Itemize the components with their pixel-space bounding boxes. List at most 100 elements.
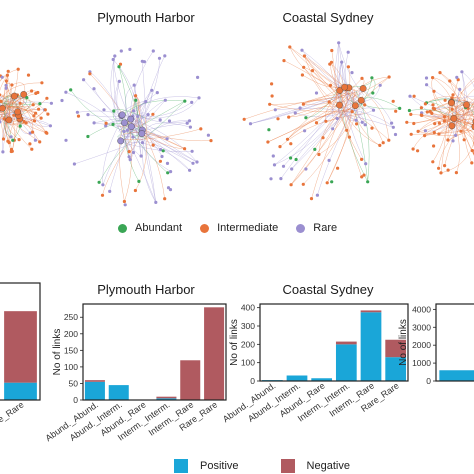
network-node [456, 78, 460, 82]
network-node [125, 128, 130, 132]
network-edge [128, 100, 185, 134]
network-node [430, 111, 434, 115]
network-edge [0, 97, 21, 103]
network-edge [470, 110, 474, 117]
network-edge [421, 107, 464, 117]
network-node [458, 87, 462, 91]
network-edge [13, 97, 34, 133]
legend-label-positive: Positive [200, 460, 239, 472]
network-node [154, 200, 158, 204]
plot-frame [0, 282, 41, 401]
network-node [43, 108, 47, 112]
network-edge [129, 128, 138, 160]
network-node [131, 135, 135, 139]
network-edge [0, 74, 8, 82]
bar-negative [204, 307, 225, 400]
network-edge [118, 66, 127, 115]
network-node [136, 114, 140, 118]
network-node [272, 163, 277, 167]
network-edge [352, 110, 380, 146]
network-edge [0, 99, 12, 107]
network-edge [134, 113, 190, 123]
network-edge [116, 92, 158, 123]
network-edge [123, 132, 185, 149]
network-edge [449, 80, 474, 118]
network-node [163, 197, 167, 201]
network-edge [279, 113, 365, 147]
network-node [371, 91, 375, 95]
network-node [169, 170, 173, 174]
network-node [160, 154, 164, 159]
network-node [363, 123, 367, 127]
network-edge [0, 94, 10, 102]
network-node [328, 83, 333, 87]
network-node [337, 41, 341, 45]
network-node [46, 112, 50, 116]
network-graph-3 [405, 70, 474, 175]
hub-node [357, 96, 365, 104]
network-node [448, 79, 452, 83]
network-node [209, 139, 213, 143]
network-node [327, 100, 331, 104]
network-edge [274, 90, 353, 166]
network-edge [12, 96, 25, 152]
network-node [289, 142, 293, 146]
network-edge [317, 112, 352, 196]
legend-label-rare: Rare [313, 222, 338, 234]
network-node [269, 177, 273, 181]
network-node [199, 127, 203, 131]
network-node [290, 167, 294, 171]
network-node [72, 162, 76, 166]
network-edge [3, 109, 46, 126]
network-node [324, 119, 328, 123]
network-title-plymouth: Plymouth Harbor [97, 10, 195, 25]
legend-item-intermediate: Intermediate [200, 222, 278, 234]
network-node [408, 94, 412, 98]
network-node [328, 62, 332, 66]
network-edge [77, 110, 132, 118]
network-node [301, 182, 305, 186]
network-node [163, 98, 167, 102]
network-edge [344, 76, 390, 113]
network-edge [102, 136, 133, 196]
network-node [38, 102, 42, 106]
hub-node [10, 92, 18, 100]
network-node [317, 152, 321, 157]
network-node [86, 113, 90, 117]
network-edge [250, 95, 339, 124]
network-node [1, 137, 6, 141]
network-node [128, 158, 132, 162]
network-node [32, 119, 37, 123]
network-edge [65, 91, 121, 131]
network-node [271, 154, 275, 158]
network-edge [461, 128, 474, 155]
x-tick-label: Rare_Rare [0, 399, 26, 432]
network-node [40, 81, 44, 85]
network-node [282, 59, 286, 63]
network-edge [2, 106, 24, 152]
network-node [117, 79, 121, 83]
network-edge [335, 87, 380, 146]
network-node [0, 99, 3, 103]
network-node [24, 121, 28, 125]
network-node [158, 118, 162, 122]
y-tick-label: 150 [64, 345, 78, 355]
network-edge [455, 78, 474, 114]
network-edge [303, 99, 339, 107]
network-node [118, 62, 123, 66]
network-graphs [0, 41, 474, 207]
network-node [345, 128, 349, 132]
network-edge [340, 76, 390, 104]
network-node [166, 186, 171, 190]
network-node [17, 138, 21, 142]
network-edge [409, 95, 456, 118]
network-edge [7, 75, 14, 110]
network-node [321, 136, 325, 140]
network-graph-2 [242, 41, 402, 201]
network-edge [146, 122, 191, 130]
network-edge [447, 123, 474, 141]
network-node [45, 96, 49, 100]
network-node [69, 88, 73, 92]
network-node [285, 137, 290, 141]
